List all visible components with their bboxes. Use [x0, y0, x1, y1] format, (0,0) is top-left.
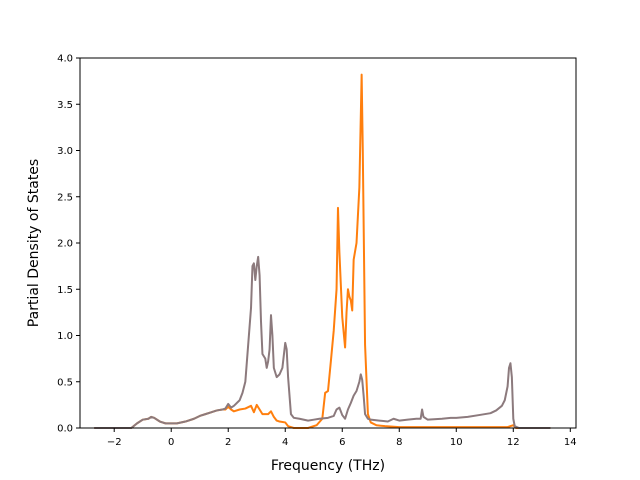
x-tick-label: −2: [107, 437, 122, 448]
x-tick-label: 2: [225, 437, 231, 448]
series-line-1: [94, 255, 551, 429]
x-tick-label: 8: [396, 437, 402, 448]
y-axis: 0.0 0.5 1.0 1.5 2.0 2.5 3.0 3.5 4.0: [57, 54, 80, 435]
plot-area: [94, 73, 551, 429]
x-tick-label: 14: [564, 437, 577, 448]
x-tick-label: 4: [282, 437, 288, 448]
y-tick-label: 1.0: [57, 331, 73, 342]
y-tick-label: 1.5: [57, 285, 73, 296]
y-axis-title: Partial Density of States: [26, 159, 42, 327]
y-tick-label: 3.0: [57, 146, 73, 157]
y-tick-label: 2.0: [57, 239, 73, 250]
y-tick-label: 0.0: [57, 424, 73, 435]
x-tick-label: 10: [450, 437, 463, 448]
axes-frame: [79, 57, 577, 429]
x-tick-label: 0: [168, 437, 174, 448]
y-tick-label: 3.5: [57, 100, 73, 111]
y-tick-label: 2.5: [57, 192, 73, 203]
y-tick-label: 4.0: [57, 54, 73, 65]
x-axis-title: Frequency (THz): [271, 458, 385, 474]
x-tick-label: 6: [339, 437, 345, 448]
series-line-0: [94, 73, 551, 429]
x-tick-label: 12: [507, 437, 520, 448]
y-tick-label: 0.5: [57, 377, 73, 388]
x-axis: −2 0 2 4 6 8 10 12 14: [107, 428, 577, 448]
